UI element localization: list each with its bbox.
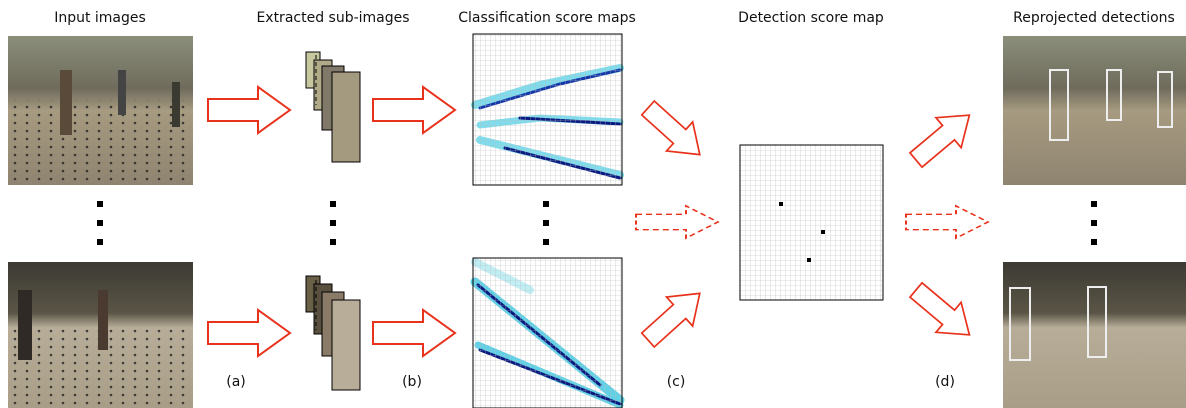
header: Classification score maps [458,10,636,26]
step-label: (d) [935,374,955,390]
output-image [1003,36,1186,185]
sub-image-stack [306,52,360,162]
step-label: (b) [402,374,422,390]
step-label: (c) [667,374,686,390]
header: Reprojected detections [1013,10,1175,26]
header: Detection score map [738,10,884,26]
input-image [8,36,193,185]
input-image [8,262,193,408]
pipeline-diagram: Input images Extracted sub-images Classi… [0,0,1186,408]
header: Extracted sub-images [256,10,409,26]
output-image [1003,262,1186,408]
sub-image-stack [306,276,360,390]
step-label: (a) [226,374,246,390]
score-map [473,34,622,185]
score-map [473,258,622,408]
header: Input images [54,10,146,26]
detection-map [740,145,883,300]
